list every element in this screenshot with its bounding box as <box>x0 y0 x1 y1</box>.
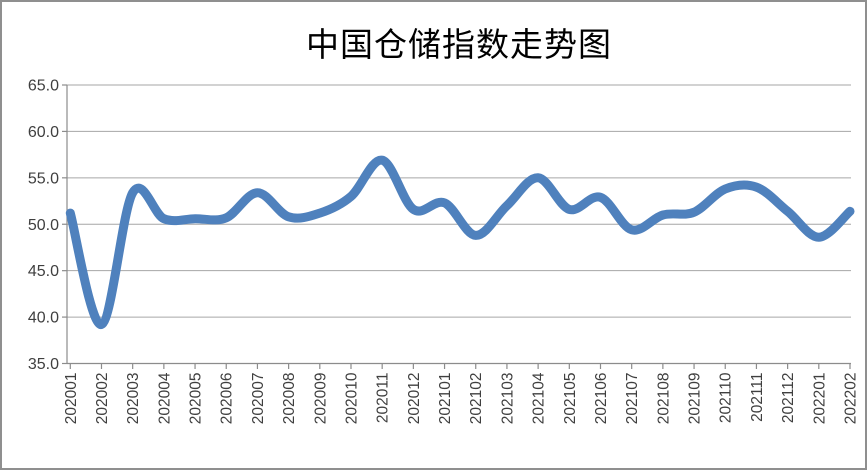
y-tick-label: 50.0 <box>28 217 59 234</box>
x-tick-label: 202107 <box>624 373 641 425</box>
x-tick-label: 202001 <box>63 373 80 425</box>
y-tick-label: 65.0 <box>28 78 59 95</box>
x-tick-label: 202003 <box>125 373 142 425</box>
x-tick-label: 202005 <box>188 373 205 425</box>
x-tick-label: 202011 <box>375 373 392 424</box>
index-trend-line <box>65 155 855 330</box>
x-tick-label: 202202 <box>843 373 860 425</box>
x-tick-label: 202104 <box>531 372 548 424</box>
gridlines <box>67 84 851 318</box>
x-tick-label: 202110 <box>718 372 735 423</box>
x-tick-label: 202101 <box>437 373 454 425</box>
y-axis-labels: 65.0 60.0 55.0 50.0 45.0 40.0 35.0 <box>28 78 59 374</box>
x-tick-label: 202008 <box>281 373 298 425</box>
y-tick-label: 55.0 <box>28 170 59 187</box>
x-tick-label: 202108 <box>655 373 672 425</box>
x-tick-label: 202103 <box>499 373 516 425</box>
x-tick-label: 202012 <box>406 373 423 425</box>
x-tick-label: 202112 <box>780 373 797 424</box>
x-tick-label: 202006 <box>219 373 236 425</box>
x-tick-label: 202111 <box>749 373 766 422</box>
y-tick-label: 35.0 <box>28 356 59 373</box>
x-tick-label: 202106 <box>593 373 610 425</box>
x-tick-label: 202007 <box>250 373 267 425</box>
x-tick-label: 202010 <box>344 372 361 424</box>
y-tick-label: 40.0 <box>28 310 59 327</box>
x-tick-label: 202201 <box>811 373 828 425</box>
x-tick-label: 202009 <box>312 373 329 425</box>
x-tick-label: 202002 <box>94 373 111 425</box>
x-tick-label: 202004 <box>156 372 173 424</box>
x-axis-labels: 202001 202002 202003 202004 202005 202006 2020… <box>63 372 860 424</box>
y-tick-label: 45.0 <box>28 263 59 280</box>
x-tick-label: 202109 <box>687 373 704 425</box>
y-tick-label: 60.0 <box>28 124 59 141</box>
tick-marks <box>62 84 851 369</box>
x-tick-label: 202105 <box>562 373 579 425</box>
chart-title: 中国仓储指数走势图 <box>306 28 612 64</box>
x-tick-label: 202102 <box>468 373 485 425</box>
